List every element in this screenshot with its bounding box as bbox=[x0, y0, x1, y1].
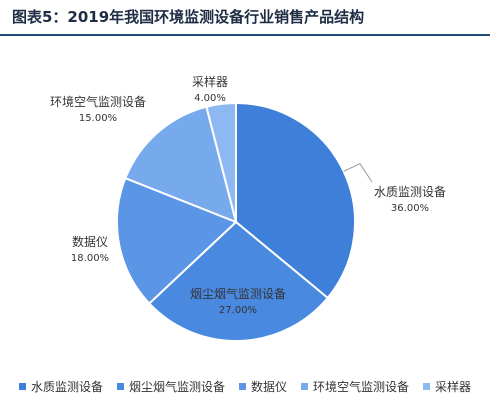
slice-label-name: 水质监测设备 bbox=[374, 185, 446, 199]
legend-swatch bbox=[423, 383, 431, 390]
legend-swatch bbox=[18, 383, 26, 390]
legend-label: 环境空气监测设备 bbox=[313, 380, 410, 394]
slice-label-name: 数据仪 bbox=[72, 234, 108, 249]
pie-slice bbox=[116, 176, 238, 305]
legend-swatch bbox=[301, 383, 308, 390]
pie-slice bbox=[205, 101, 237, 223]
legend-item: 数据仪 bbox=[238, 378, 287, 395]
legend-item: 烟尘烟气监测设备 bbox=[116, 378, 225, 395]
slice-label-value: 15.00% bbox=[79, 113, 117, 124]
legend-swatch bbox=[238, 383, 246, 390]
legend-label: 采样器 bbox=[435, 380, 472, 394]
pie-slice bbox=[147, 220, 330, 342]
title-divider bbox=[0, 34, 490, 36]
slice-label-name: 环境空气监测设备 bbox=[50, 94, 146, 109]
slice-label-value: 27.00% bbox=[219, 305, 257, 316]
legend-label: 数据仪 bbox=[250, 380, 287, 394]
slice-label-value: 18.00% bbox=[71, 253, 109, 264]
slice-label-name: 采样器 bbox=[192, 74, 228, 89]
legend-item: 水质监测设备 bbox=[18, 378, 103, 395]
pie-slice bbox=[235, 101, 356, 300]
leader-line bbox=[343, 163, 373, 183]
legend-item: 环境空气监测设备 bbox=[301, 378, 409, 395]
legend-label: 水质监测设备 bbox=[30, 380, 103, 394]
pie-chart: 水质监测设备 36.00% 烟尘烟气监测设备 27.00% 数据仪 18.00% 环境空气监… bbox=[50, 74, 446, 342]
slice-label-name: 烟尘烟气监测设备 bbox=[190, 286, 286, 301]
chart-title: 图表5：2019年我国环境监测设备行业销售产品结构 bbox=[12, 8, 365, 26]
legend-item: 采样器 bbox=[423, 378, 471, 395]
pie-slice bbox=[124, 105, 238, 224]
slice-label-value: 4.00% bbox=[194, 93, 226, 104]
legend-label: 烟尘烟气监测设备 bbox=[128, 380, 225, 394]
chart-legend: 水质监测设备 烟尘烟气监测设备 数据仪 环境空气监测设备 采样器 bbox=[0, 378, 490, 395]
slice-label-value: 36.00% bbox=[391, 203, 429, 214]
legend-swatch bbox=[116, 383, 124, 390]
